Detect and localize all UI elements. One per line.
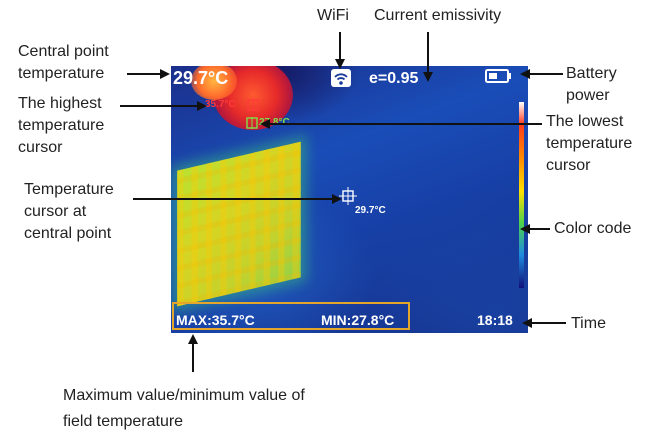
label-field-max-min: Maximum value/minimum value of field tem… [63, 387, 305, 430]
label-lowest-cursor: The lowest temperature cursor [546, 113, 633, 174]
emissivity-readout: e=0.95 [369, 70, 419, 87]
hot-spot-core [191, 66, 237, 100]
low-cursor-temperature: 27.8°C [259, 117, 290, 128]
wifi-icon [331, 69, 351, 92]
center-cursor-temperature: 29.7°C [355, 205, 386, 216]
center-crosshair-cursor [339, 187, 357, 210]
field-max-min-bracket [172, 302, 410, 330]
max-temperature: MAX:35.7°C [176, 312, 255, 328]
color-code-bar [519, 102, 524, 288]
label-highest-cursor: The highest temperature cursor [18, 95, 105, 156]
clock: 18:18 [477, 312, 513, 328]
battery-icon [485, 69, 513, 88]
min-temperature: MIN:27.8°C [321, 312, 395, 328]
center-temperature-readout: 29.7°C [173, 68, 229, 88]
high-temperature-cursor [247, 97, 259, 116]
low-temperature-cursor [246, 115, 258, 134]
label-emissivity: Current emissivity [374, 7, 502, 24]
label-wifi: WiFi [317, 7, 349, 24]
label-center-cursor: Temperature cursor at central point [24, 181, 114, 242]
label-color-code: Color code [554, 220, 632, 237]
label-battery: Battery power [566, 65, 617, 104]
label-central-point-temperature: Central point temperature [18, 43, 109, 82]
label-time: Time [571, 315, 606, 332]
high-cursor-temperature: 35.7°C [205, 99, 236, 110]
